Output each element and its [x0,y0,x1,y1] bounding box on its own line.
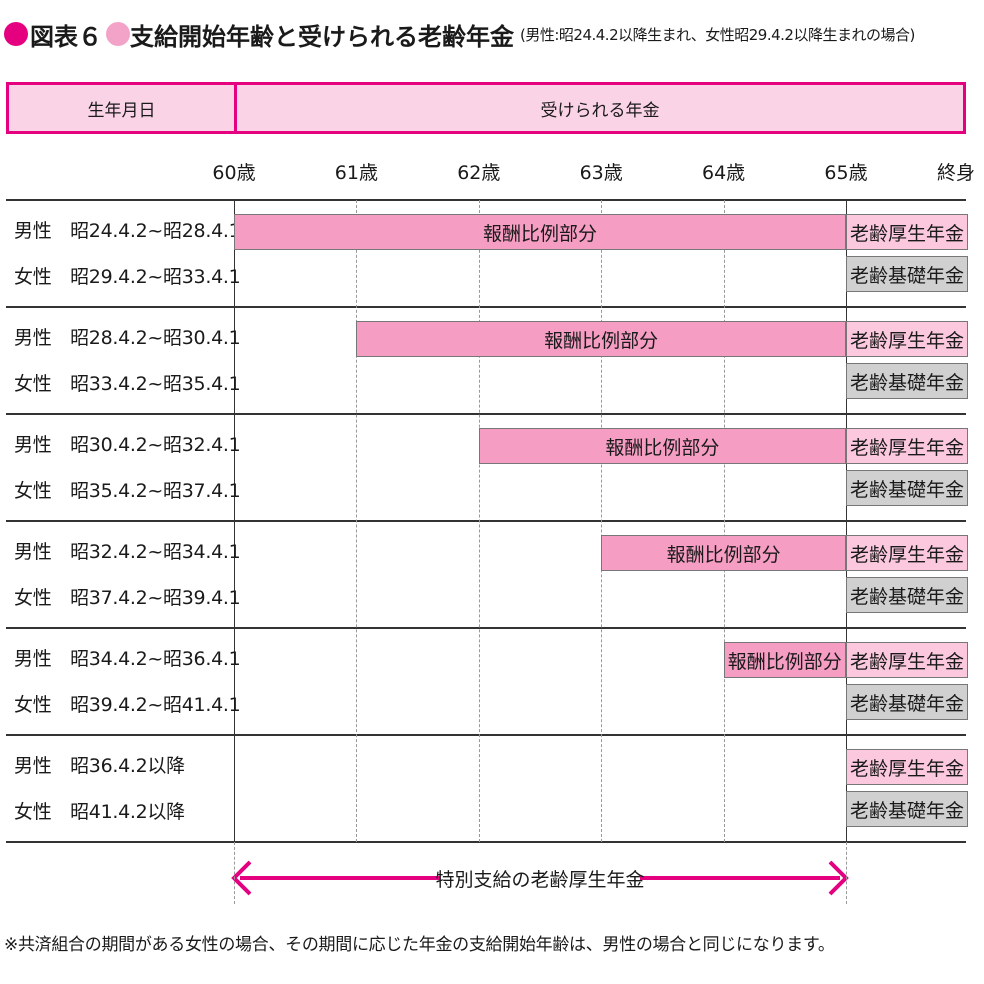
birth-range-female: 女性 昭33.4.2~昭35.4.1 [14,373,241,395]
grid-top-line [6,199,966,201]
figure-main-title: 支給開始年齢と受けられる老齢年金 [130,22,514,51]
row-separator [6,841,966,843]
proportional-pension-bar: 報酬比例部分 [601,535,846,571]
proportional-pension-bar: 報酬比例部分 [356,321,846,357]
birth-range-male: 男性 昭32.4.2~昭34.4.1 [14,541,241,563]
proportional-pension-bar: 報酬比例部分 [234,214,846,250]
row-separator [6,520,966,522]
footnote: ※共済組合の期間がある女性の場合、その期間に応じた年金の支給開始年齢は、男性の場… [4,935,835,955]
birth-range-female: 女性 昭41.4.2以降 [14,801,185,823]
birth-range-female: 女性 昭29.4.2~昭33.4.1 [14,266,241,288]
birth-range-male: 男性 昭24.4.2~昭28.4.1 [14,220,241,242]
old-age-employees-pension-box: 老齢厚生年金 [846,428,968,464]
special-pension-label: 特別支給の老齢厚生年金 [436,860,645,896]
gridline-dashed [723,200,725,842]
old-age-basic-pension-box: 老齢基礎年金 [846,470,968,506]
old-age-employees-pension-box: 老齢厚生年金 [846,642,968,678]
age-label: 65歳 [824,162,868,184]
gridline-dashed [478,200,480,842]
old-age-basic-pension-box: 老齢基礎年金 [846,256,968,292]
axis-60-line [234,200,235,842]
row-separator [6,306,966,308]
row-separator [6,734,966,736]
old-age-employees-pension-box: 老齢厚生年金 [846,321,968,357]
old-age-basic-pension-box: 老齢基礎年金 [846,577,968,613]
age-label: 終身 [936,162,976,184]
arrow-guide-left [234,842,235,904]
birth-range-male: 男性 昭28.4.2~昭30.4.1 [14,327,241,349]
pink-dot-icon [106,22,130,46]
age-label: 61歳 [334,162,378,184]
pension-header: 受けられる年金 [540,100,660,121]
old-age-basic-pension-box: 老齢基礎年金 [846,684,968,720]
old-age-basic-pension-box: 老齢基礎年金 [846,363,968,399]
row-separator [6,413,966,415]
birth-range-female: 女性 昭37.4.2~昭39.4.1 [14,587,241,609]
birth-range-male: 男性 昭36.4.2以降 [14,755,185,777]
age-label: 62歳 [457,162,501,184]
birth-range-female: 女性 昭39.4.2~昭41.4.1 [14,694,241,716]
old-age-employees-pension-box: 老齢厚生年金 [846,535,968,571]
birth-date-header: 生年月日 [87,100,156,121]
row-separator [6,627,966,629]
gridline-dashed [601,200,603,842]
age-label: 60歳 [212,162,256,184]
figure-label: 図表６ [30,22,102,51]
magenta-dot-icon [4,22,28,46]
old-age-employees-pension-box: 老齢厚生年金 [846,214,968,250]
table-header: 生年月日 受けられる年金 [6,82,966,134]
age-label: 64歳 [702,162,746,184]
arrow-guide-right [846,842,847,904]
birth-range-male: 男性 昭30.4.2~昭32.4.1 [14,434,241,456]
old-age-basic-pension-box: 老齢基礎年金 [846,791,968,827]
birth-range-male: 男性 昭34.4.2~昭36.4.1 [14,648,241,670]
age-label: 63歳 [579,162,623,184]
figure-subtitle: (男性:昭24.4.2以降生まれ、女性昭29.4.2以降生まれの場合) [520,25,915,44]
figure-title: 図表６ 支給開始年齢と受けられる老齢年金 (男性:昭24.4.2以降生まれ、女性… [4,14,915,54]
birth-range-female: 女性 昭35.4.2~昭37.4.1 [14,480,241,502]
proportional-pension-bar: 報酬比例部分 [478,428,846,464]
old-age-employees-pension-box: 老齢厚生年金 [846,749,968,785]
proportional-pension-bar: 報酬比例部分 [723,642,846,678]
gridline-dashed [356,200,358,842]
header-divider [234,85,237,131]
axis-65-line [846,200,847,842]
